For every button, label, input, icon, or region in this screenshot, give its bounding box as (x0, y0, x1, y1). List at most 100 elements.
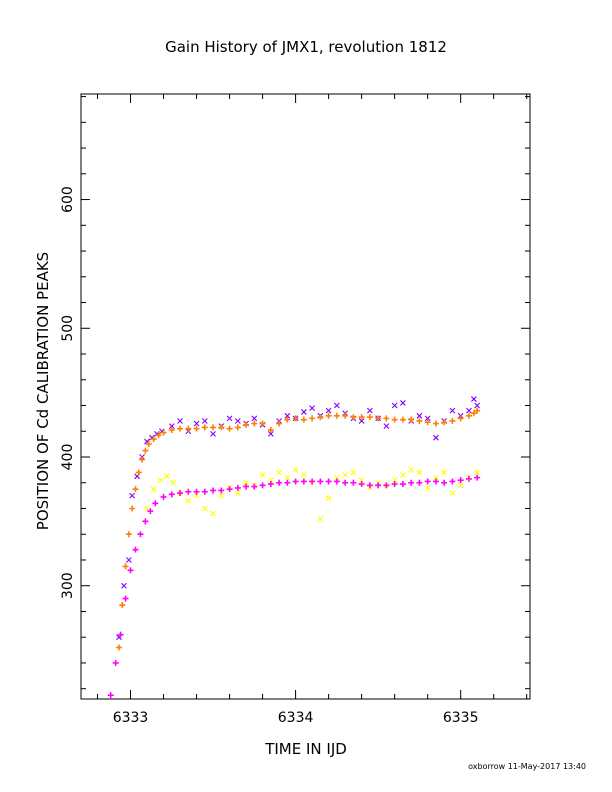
series-1-point (292, 415, 299, 422)
series-2-point (201, 505, 208, 512)
series-3-point (432, 478, 439, 485)
series-0-point (177, 418, 183, 424)
footer-credit: oxborrow 11-May-2017 13:40 (468, 762, 586, 771)
series-2-point (441, 469, 448, 476)
series-1-point (325, 412, 332, 419)
x-tick-label: 6334 (278, 710, 314, 726)
series-1-point (251, 420, 258, 427)
series-1-point (132, 486, 139, 493)
series-2-point (170, 479, 177, 486)
series-1-point (155, 432, 162, 439)
series-3-point (375, 482, 382, 489)
series-2-point (333, 474, 340, 481)
series-3-point (399, 481, 406, 488)
series-2-point (358, 477, 365, 484)
series-3-point (465, 475, 472, 482)
series-3-point (309, 478, 316, 485)
series-0 (116, 396, 481, 641)
series-2-point (185, 497, 192, 504)
series-3-point (259, 482, 266, 489)
series-3-point (243, 483, 250, 490)
series-3-point (391, 481, 398, 488)
series-3-point (342, 479, 349, 486)
series-3-point (383, 482, 390, 489)
series-1-point (193, 425, 200, 432)
series-3-point (333, 478, 340, 485)
series-1-point (457, 415, 464, 422)
series-1-point (375, 415, 382, 422)
series-1-point (470, 410, 477, 417)
series-1-point (465, 412, 472, 419)
series-2-point (259, 472, 266, 478)
series-0-point (300, 409, 307, 415)
series-3-point (152, 500, 159, 507)
series-1-point (333, 412, 340, 419)
series-0-point (383, 423, 390, 429)
series-0-point (416, 412, 423, 419)
series-2-point (325, 495, 332, 502)
series-0-point (309, 405, 315, 411)
series-1-point (342, 412, 349, 419)
series-3-point (107, 692, 114, 699)
series-2-point (433, 474, 439, 481)
series-2-point (276, 469, 282, 476)
series-3-point (132, 546, 139, 553)
x-tick-label: 6333 (113, 710, 149, 726)
x-axis-ticks: 6333 6334 6335 (97, 94, 528, 726)
x-tick-label: 6335 (443, 710, 479, 726)
series-1-point (145, 441, 152, 448)
series-2-point (474, 469, 481, 476)
series-1-point (185, 425, 192, 432)
series-2-point (243, 479, 249, 486)
series-0-point (234, 418, 241, 424)
series-2-point (210, 510, 216, 517)
series-2-point (400, 472, 406, 478)
series-1-point (234, 424, 241, 431)
series-1-point (177, 425, 184, 432)
series-0-point (466, 407, 472, 414)
series-3-point (292, 478, 299, 485)
series-3-point (424, 478, 431, 485)
series-1-point (309, 415, 316, 422)
series-1-point (122, 563, 129, 570)
series-0-point (366, 407, 373, 414)
series-1-point (441, 419, 448, 426)
series-2-point (218, 492, 225, 499)
series-0-point (121, 582, 127, 589)
series-2-point (284, 474, 291, 481)
series-0-point (433, 434, 439, 441)
series-0-point (125, 557, 132, 563)
series-1-point (201, 424, 208, 431)
series-1-point (150, 435, 157, 442)
series-3-point (147, 508, 154, 515)
series-1-point (139, 456, 146, 463)
y-axis-label: POSITION OF Cd CALIBRATION PEAKS (34, 252, 52, 530)
y-tick-label: 300 (60, 572, 76, 599)
series-1-point (424, 419, 431, 426)
series-1-point (226, 425, 233, 432)
series-3-point (117, 631, 124, 638)
series-3-point (185, 488, 192, 495)
series-1-point (366, 414, 373, 421)
plot-frame (80, 93, 531, 700)
series-0-point (400, 400, 406, 406)
series-1-point (142, 447, 149, 454)
series-1-point (449, 417, 456, 424)
series-2-point (144, 505, 150, 512)
series-3-point (210, 487, 217, 494)
series-1-point (218, 424, 225, 431)
series-1-point (383, 415, 390, 422)
series-3-point (441, 479, 448, 486)
series-1-point (160, 429, 167, 436)
series-0-point (391, 402, 398, 409)
series-0-point (449, 407, 456, 414)
series-1 (115, 407, 481, 651)
series-3-point (267, 481, 274, 488)
series-1-point (317, 414, 324, 421)
series-3-point (142, 518, 149, 525)
series-3 (107, 474, 481, 699)
series-1-point (350, 414, 357, 421)
series-1-point (399, 416, 406, 423)
series-2-point (416, 469, 423, 476)
